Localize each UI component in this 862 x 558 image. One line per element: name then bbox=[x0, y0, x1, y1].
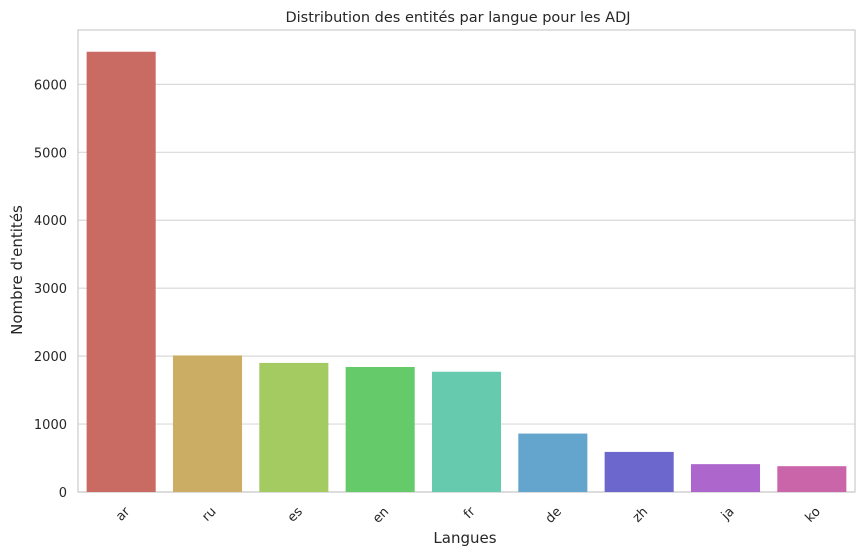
bar-fr bbox=[432, 372, 501, 492]
x-tick-label-ja: ja bbox=[718, 504, 738, 524]
x-tick-label-en: en bbox=[370, 504, 392, 526]
bar-en bbox=[346, 367, 415, 492]
bar-ar bbox=[87, 52, 156, 492]
x-tick-label-de: de bbox=[543, 504, 565, 526]
bar-es bbox=[259, 363, 328, 492]
bar-zh bbox=[605, 452, 674, 492]
y-tick-label: 4000 bbox=[34, 214, 67, 229]
y-axis-label: Nombre d'entités bbox=[8, 205, 26, 335]
bars-group bbox=[87, 52, 847, 492]
x-tick-label-ar: ar bbox=[113, 504, 133, 524]
x-axis-ticks: ar ru es en fr de zh ja ko bbox=[113, 504, 824, 527]
x-tick-label-zh: zh bbox=[630, 504, 651, 525]
y-tick-label: 0 bbox=[59, 486, 67, 501]
x-tick-label-ko: ko bbox=[803, 504, 824, 525]
x-axis-label: Langues bbox=[433, 529, 496, 547]
y-tick-label: 6000 bbox=[34, 78, 67, 93]
chart-title: Distribution des entités par langue pour… bbox=[285, 10, 630, 26]
x-tick-label-fr: fr bbox=[461, 504, 479, 522]
y-axis-ticks: 0 1000 2000 3000 4000 5000 6000 bbox=[34, 78, 67, 501]
y-tick-label: 5000 bbox=[34, 146, 67, 161]
y-tick-label: 1000 bbox=[34, 418, 67, 433]
y-tick-label: 2000 bbox=[34, 350, 67, 365]
x-tick-label-es: es bbox=[285, 504, 306, 525]
x-tick-label-ru: ru bbox=[199, 504, 219, 524]
bar-ja bbox=[691, 464, 760, 492]
y-tick-label: 3000 bbox=[34, 282, 67, 297]
bar-ru bbox=[173, 355, 242, 492]
bar-de bbox=[518, 434, 587, 492]
bar-ko bbox=[777, 466, 846, 492]
